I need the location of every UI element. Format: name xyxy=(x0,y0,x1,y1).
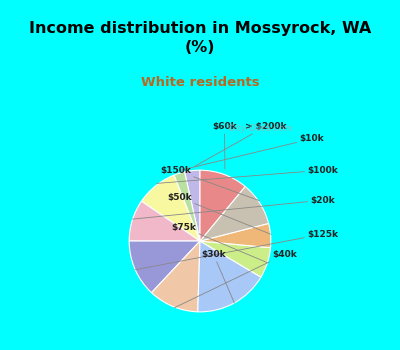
Wedge shape xyxy=(174,172,200,241)
Text: $125k: $125k xyxy=(135,230,338,270)
Text: > $200k: > $200k xyxy=(194,122,286,167)
Text: $10k: $10k xyxy=(181,134,324,170)
Text: ©ity-Data.com: ©ity-Data.com xyxy=(226,124,293,133)
Text: $30k: $30k xyxy=(201,250,234,303)
Text: $150k: $150k xyxy=(160,166,260,201)
Wedge shape xyxy=(142,175,200,241)
Wedge shape xyxy=(200,170,245,241)
Text: White residents: White residents xyxy=(141,76,259,89)
Wedge shape xyxy=(129,241,200,293)
Wedge shape xyxy=(184,170,200,241)
Wedge shape xyxy=(198,241,261,312)
Text: Income distribution in Mossyrock, WA
(%): Income distribution in Mossyrock, WA (%) xyxy=(29,21,371,55)
Wedge shape xyxy=(200,241,270,277)
Wedge shape xyxy=(200,187,269,241)
Wedge shape xyxy=(200,223,271,248)
Text: $20k: $20k xyxy=(132,196,335,219)
Text: $100k: $100k xyxy=(157,166,338,183)
Text: $75k: $75k xyxy=(171,223,267,263)
Wedge shape xyxy=(152,241,200,312)
Text: $40k: $40k xyxy=(174,250,297,308)
Text: $60k: $60k xyxy=(212,122,237,169)
Text: $50k: $50k xyxy=(167,193,271,234)
Wedge shape xyxy=(129,201,200,241)
